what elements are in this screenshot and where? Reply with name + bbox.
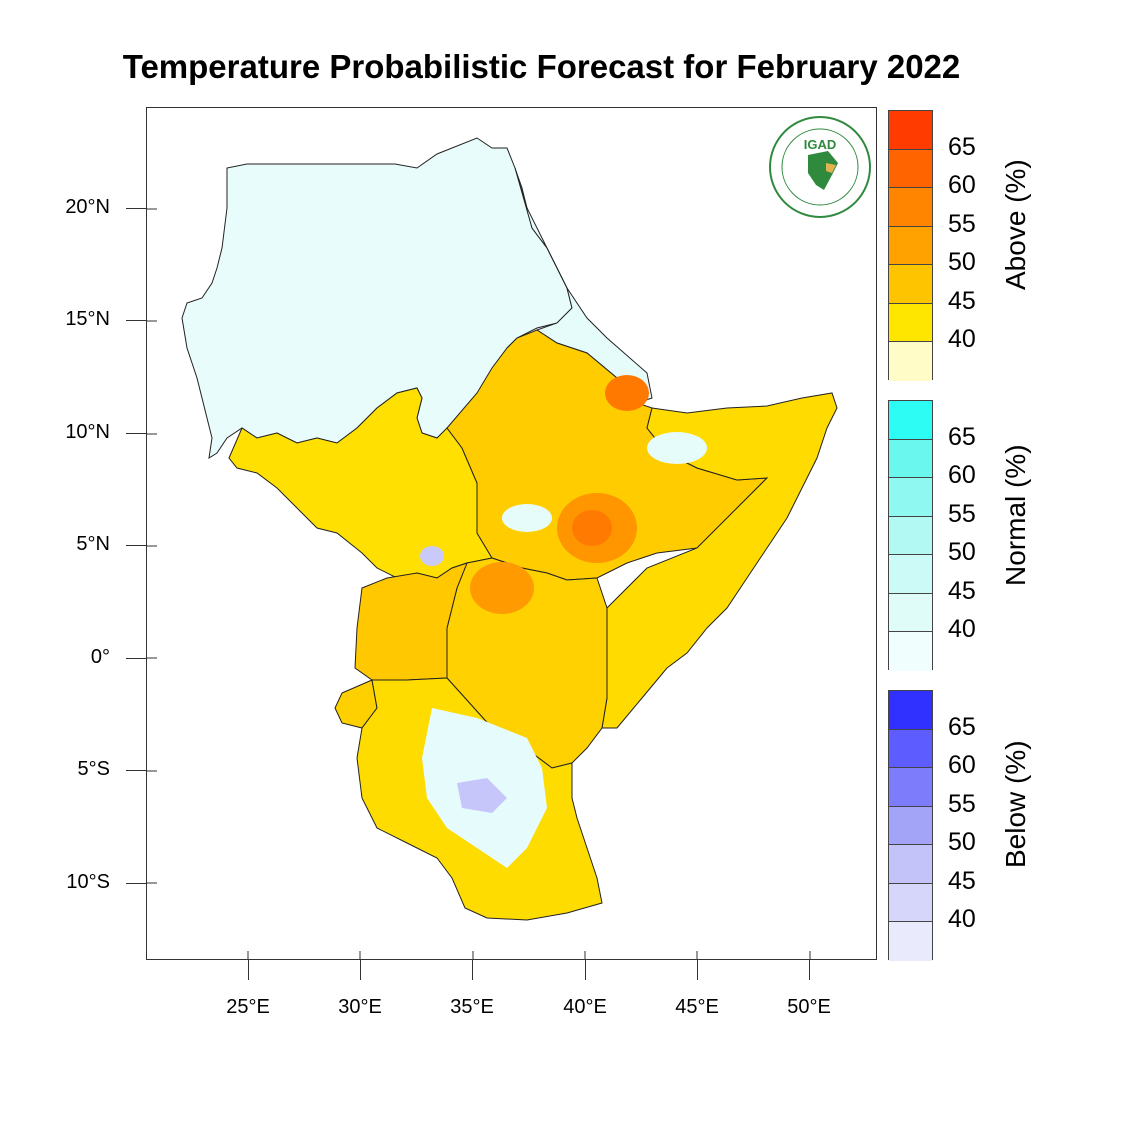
legend-below-swatch [889, 845, 932, 884]
y-axis-tick [126, 770, 146, 771]
legend-above-level: 50 [948, 248, 976, 277]
legend-below-level: 60 [948, 751, 976, 780]
legend-below-level: 40 [948, 905, 976, 934]
legend-below-swatch [889, 922, 932, 961]
legend-below-swatch [889, 768, 932, 807]
legend-below-swatch [889, 806, 932, 846]
legend-below-swatch [889, 883, 932, 923]
x-axis-tick [697, 960, 698, 980]
x-axis-tick [809, 960, 810, 980]
x-axis-label: 50°E [787, 996, 831, 1018]
legend-normal-level: 65 [948, 422, 976, 451]
legend-normal-level: 45 [948, 576, 976, 605]
y-axis-tick [126, 545, 146, 546]
legend-normal-swatch [889, 632, 932, 671]
x-axis-label: 30°E [338, 996, 382, 1018]
legend-above-swatch [889, 226, 932, 266]
legend-normal-swatch [889, 439, 932, 479]
legend-normal-swatch [889, 478, 932, 517]
forecast-map [147, 137, 838, 959]
y-axis-label: 0° [90, 646, 110, 668]
legend-normal-level: 40 [948, 615, 976, 644]
igad-logo: IGAD [768, 115, 872, 219]
legend-above-level: 55 [948, 209, 976, 238]
x-axis-tick [248, 960, 249, 980]
patch-somalia-normal [647, 432, 707, 464]
region-uganda [354, 562, 468, 681]
legend-above-swatch [889, 111, 932, 150]
legend-above-level: 65 [948, 132, 976, 161]
y-axis-label: 10°N [65, 421, 110, 443]
hotspot-ethiopia-inner [572, 510, 612, 546]
region-somalia [601, 392, 838, 729]
legend-above-swatch [889, 188, 932, 227]
legend-normal-level: 60 [948, 461, 976, 490]
y-axis-tick [126, 320, 146, 321]
y-axis-tick [126, 208, 146, 209]
patch-uganda-below [420, 546, 444, 566]
legend-below-level: 50 [948, 828, 976, 857]
legend-above-swatch [889, 265, 932, 304]
legend-normal-swatch [889, 593, 932, 633]
map-panel [146, 107, 877, 960]
legend-above-swatch [889, 149, 932, 189]
legend-above-colorbar [888, 110, 933, 381]
x-axis-label: 35°E [450, 996, 494, 1018]
legend-normal-swatch [889, 401, 932, 440]
legend-below-swatch [889, 729, 932, 769]
patch-south-sudan-normal [502, 504, 552, 532]
x-axis-tick [360, 960, 361, 980]
legend-below-title: Below (%) [1000, 740, 1031, 868]
y-axis-label: 5°N [76, 533, 110, 555]
x-axis-tick [585, 960, 586, 980]
region-tanzania-below [457, 778, 507, 813]
legend-normal-swatch [889, 516, 932, 556]
x-axis-label: 40°E [563, 996, 607, 1018]
legend-normal-swatch [889, 555, 932, 594]
legend-above-level: 45 [948, 286, 976, 315]
hotspot-djibouti [605, 375, 649, 411]
y-axis-label: 20°N [65, 196, 110, 218]
legend-normal-level: 50 [948, 538, 976, 567]
legend-below-swatch [889, 691, 932, 730]
legend-below-level: 65 [948, 712, 976, 741]
legend-below-colorbar [888, 690, 933, 961]
legend-normal-title: Normal (%) [1000, 444, 1031, 586]
map-title: Temperature Probabilistic Forecast for F… [122, 48, 961, 85]
hotspot-kenya-north [470, 562, 534, 614]
x-axis-tick [472, 960, 473, 980]
legend-normal-colorbar [888, 400, 933, 671]
legend-above-title: Above (%) [1000, 159, 1031, 290]
legend-below-level: 45 [948, 866, 976, 895]
y-axis-label: 10°S [66, 871, 110, 893]
x-axis-label: 45°E [675, 996, 719, 1018]
legend-above-level: 40 [948, 325, 976, 354]
y-axis-tick [126, 658, 146, 659]
legend-normal-level: 55 [948, 499, 976, 528]
legend-below-level: 55 [948, 789, 976, 818]
legend-above-level: 60 [948, 171, 976, 200]
y-axis-label: 15°N [65, 308, 110, 330]
x-axis-label: 25°E [226, 996, 270, 1018]
legend-above-swatch [889, 303, 932, 343]
logo-label: IGAD [804, 137, 837, 152]
y-axis-tick [126, 433, 146, 434]
y-axis-label: 5°S [77, 758, 110, 780]
legend-above-swatch [889, 342, 932, 381]
y-axis-tick [126, 883, 146, 884]
